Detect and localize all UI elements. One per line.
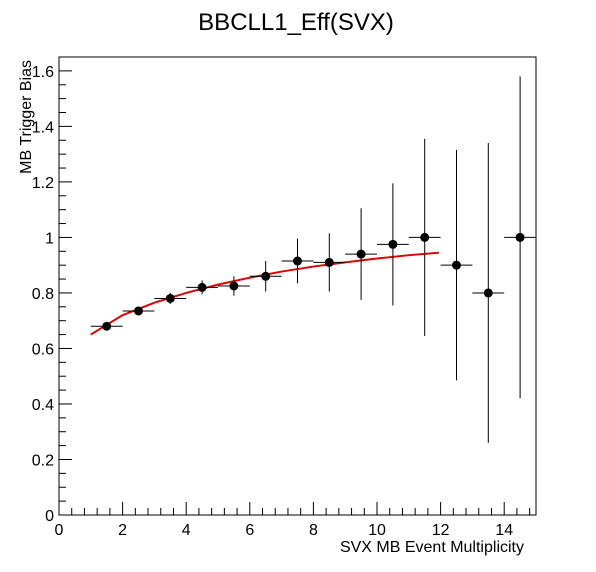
fit-curve	[90, 251, 440, 336]
y-tick-label: 1	[45, 230, 54, 247]
y-tick-label: 0.6	[32, 341, 54, 358]
y-tick-label: 0	[45, 508, 54, 525]
data-point	[229, 281, 239, 291]
y-tick-label: 0.2	[32, 452, 54, 469]
data-points-layer	[90, 76, 536, 443]
data-point	[165, 293, 175, 303]
data-point	[197, 282, 207, 292]
y-tick-label: 0.8	[32, 286, 54, 303]
x-tick-label: 12	[432, 522, 450, 539]
y-tick-label: 1.2	[32, 175, 54, 192]
plot-frame	[58, 56, 537, 516]
data-point	[515, 232, 525, 242]
data-point	[356, 249, 366, 259]
y-tick-label: 1.4	[32, 119, 54, 136]
x-axis: 0 2 4 6 8 10 12 14	[55, 502, 531, 539]
y-axis-label: MB Trigger Bias	[18, 60, 35, 174]
data-point	[388, 239, 398, 249]
y-axis: 0 0.2 0.4 0.6 0.8 1 1.2 1.4 1.6	[32, 56, 72, 525]
data-point	[261, 271, 271, 281]
y-tick-label: 1.6	[32, 64, 54, 81]
chart-title: BBCLL1_Eff(SVX)	[198, 9, 394, 36]
data-point	[452, 260, 461, 270]
x-axis-label: SVX MB Event Multiplicity	[340, 539, 524, 556]
data-point	[293, 256, 302, 266]
fit-curve-layer	[90, 251, 440, 336]
y-tick-label: 0.4	[32, 397, 54, 414]
data-point	[483, 288, 493, 298]
x-tick-label: 2	[118, 522, 127, 539]
x-tick-label: 14	[495, 522, 513, 539]
data-point	[134, 306, 143, 316]
x-tick-label: 10	[368, 522, 386, 539]
x-tick-label: 0	[55, 522, 64, 539]
x-tick-label: 8	[309, 522, 318, 539]
data-point	[102, 321, 112, 331]
data-point	[324, 257, 334, 267]
data-point	[420, 232, 430, 242]
x-tick-label: 6	[245, 522, 254, 539]
x-tick-label: 4	[182, 522, 191, 539]
